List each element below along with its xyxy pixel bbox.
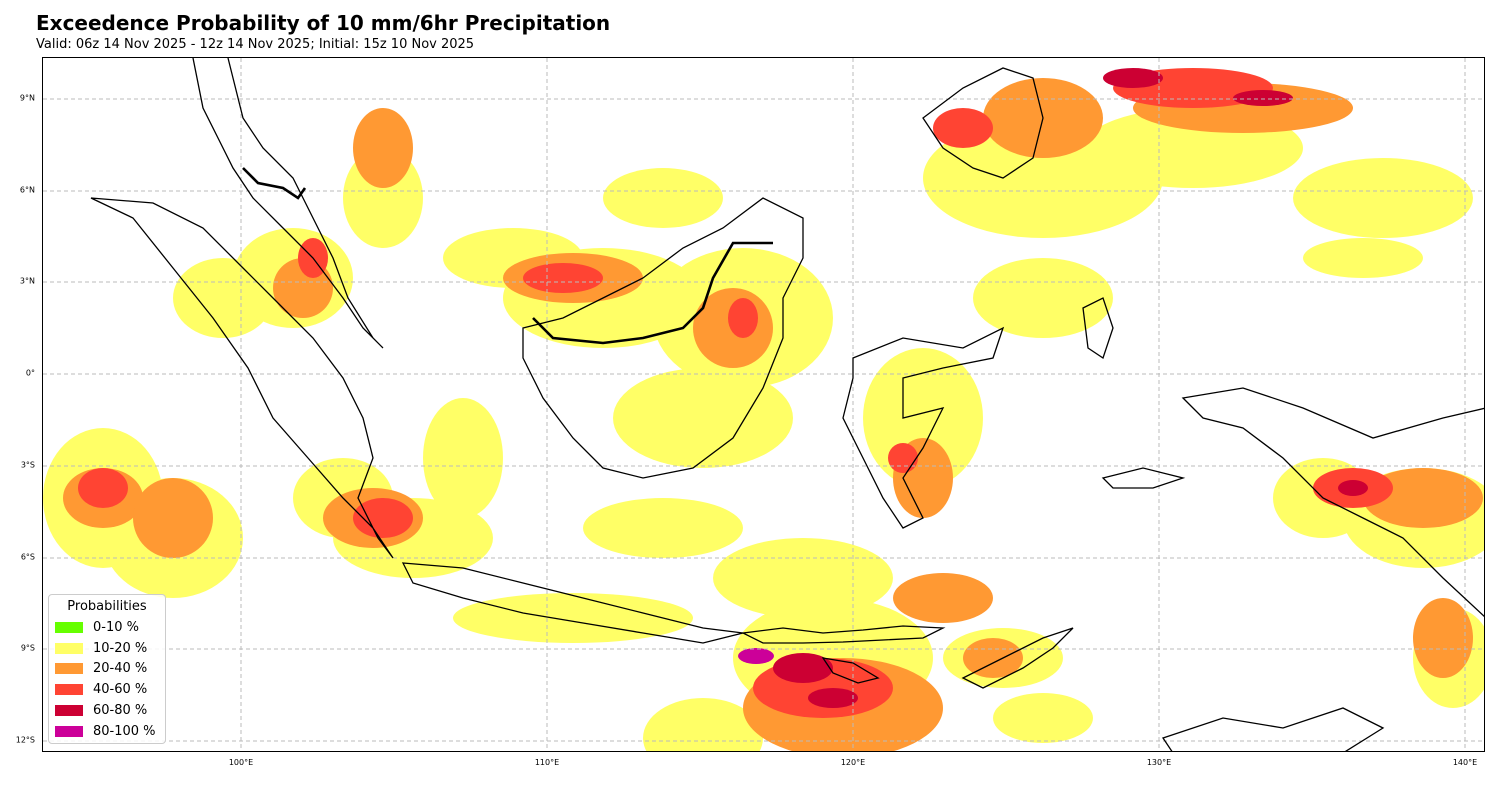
prob-layer-60-80 bbox=[773, 68, 1368, 708]
coast-sumatra bbox=[90, 197, 394, 559]
legend-label: 0-10 % bbox=[93, 619, 139, 635]
lat-label-3s: 3°S bbox=[20, 460, 35, 470]
coast-seram bbox=[1101, 467, 1186, 489]
lon-label-100e: 100°E bbox=[228, 758, 254, 767]
map-gridlines bbox=[43, 58, 1484, 751]
legend-swatch bbox=[55, 621, 83, 633]
coast-halmahera bbox=[1082, 297, 1114, 360]
legend-label: 80-100 % bbox=[93, 723, 156, 739]
coast-borneo bbox=[522, 197, 804, 479]
lon-label-140e: 140°E bbox=[1452, 758, 1478, 767]
legend-item-20-40: 20-40 % bbox=[55, 659, 159, 680]
lon-label-120e: 120°E bbox=[840, 758, 866, 767]
legend-label: 40-60 % bbox=[93, 682, 148, 698]
coast-australia-north bbox=[1161, 707, 1385, 751]
lat-label-6s: 6°S bbox=[20, 552, 35, 562]
legend-swatch bbox=[55, 642, 83, 654]
lat-label-9n: 9°N bbox=[19, 93, 35, 103]
coast-sumba bbox=[821, 657, 880, 684]
legend-swatch bbox=[55, 684, 83, 696]
prob-layer-80-100 bbox=[738, 648, 774, 664]
prob-layer-20-40 bbox=[63, 78, 1483, 751]
chart-title: Exceedence Probability of 10 mm/6hr Prec… bbox=[36, 11, 611, 35]
lat-label-12s: 12°S bbox=[15, 735, 35, 745]
coast-sumbawa-flores bbox=[740, 625, 946, 644]
coast-malay-peninsula bbox=[192, 58, 384, 349]
coastlines bbox=[90, 58, 1484, 751]
map-panel[interactable] bbox=[42, 57, 1485, 752]
legend-item-40-60: 40-60 % bbox=[55, 679, 159, 700]
legend-item-80-100: 80-100 % bbox=[55, 721, 159, 742]
legend-swatch bbox=[55, 705, 83, 717]
legend-label: 60-80 % bbox=[93, 703, 148, 719]
legend-title: Probabilities bbox=[67, 599, 147, 614]
legend: Probabilities 0-10 % 10-20 % 20-40 % 40-… bbox=[48, 594, 166, 744]
legend-item-0-10: 0-10 % bbox=[55, 617, 159, 638]
legend-label: 10-20 % bbox=[93, 640, 148, 656]
lon-label-130e: 130°E bbox=[1146, 758, 1172, 767]
lat-label-9s: 9°S bbox=[20, 643, 35, 653]
legend-item-60-80: 60-80 % bbox=[55, 700, 159, 721]
lat-label-3n: 3°N bbox=[19, 276, 35, 286]
coast-philippines-mindanao bbox=[922, 67, 1044, 179]
legend-swatch bbox=[55, 663, 83, 675]
chart-subtitle: Valid: 06z 14 Nov 2025 - 12z 14 Nov 2025… bbox=[36, 37, 475, 52]
legend-label: 20-40 % bbox=[93, 661, 148, 677]
map-canvas bbox=[43, 58, 1484, 751]
coast-new-guinea bbox=[1181, 387, 1484, 618]
lon-label-110e: 110°E bbox=[534, 758, 560, 767]
border-borneo bbox=[532, 241, 773, 345]
lat-label-0: 0° bbox=[25, 368, 35, 378]
coast-java bbox=[401, 562, 744, 644]
legend-item-10-20: 10-20 % bbox=[55, 638, 159, 659]
lat-label-6n: 6°N bbox=[19, 185, 35, 195]
country-borders bbox=[242, 167, 773, 345]
coast-timor bbox=[961, 627, 1074, 689]
border-malaysia-thailand bbox=[242, 167, 307, 200]
coast-sulawesi bbox=[842, 326, 1005, 529]
legend-swatch bbox=[55, 725, 83, 737]
